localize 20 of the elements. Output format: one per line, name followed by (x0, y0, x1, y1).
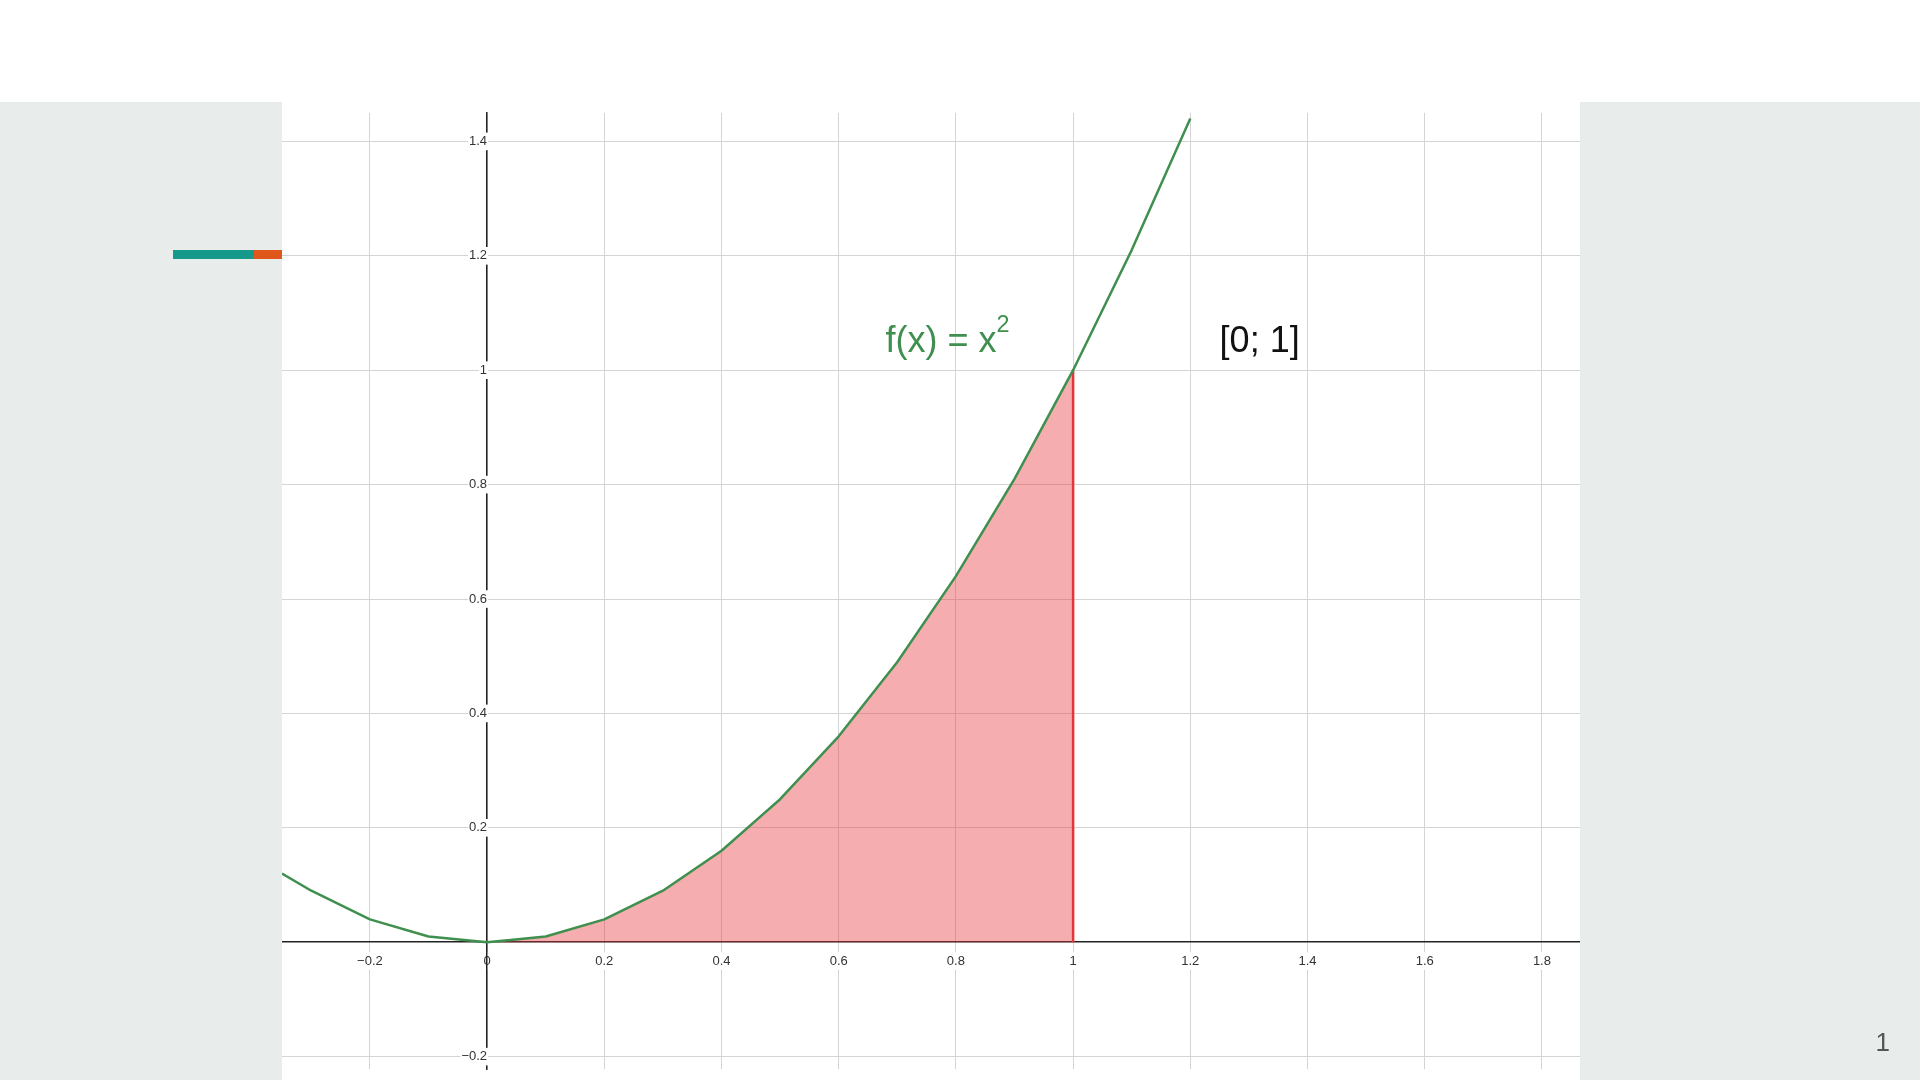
x-tick-label: 1.6 (1415, 952, 1434, 968)
y-tick-label: 0.6 (469, 590, 488, 606)
y-tick-label: 0.4 (469, 704, 488, 720)
x-tick-label: 0.6 (829, 952, 848, 968)
x-tick-label: 1.4 (1298, 952, 1317, 968)
x-tick-label: 0.8 (946, 952, 965, 968)
y-tick-label: 0.8 (469, 476, 488, 492)
x-tick-label: 1.8 (1532, 952, 1551, 968)
y-tick-label: 1.2 (469, 247, 488, 263)
y-tick-label: 1.4 (469, 132, 488, 148)
annotation: [0; 1] (1219, 318, 1300, 360)
x-tick-label: 0.2 (595, 952, 614, 968)
y-tick-label: 1 (479, 361, 488, 377)
x-tick-label: 0.4 (712, 952, 731, 968)
y-tick-label: 0.2 (469, 819, 488, 835)
x-tick-label: 1 (1069, 952, 1077, 968)
x-tick-label: 1.2 (1181, 952, 1200, 968)
text: 1 (1875, 1027, 1890, 1058)
x-tick-label: −0.2 (357, 952, 383, 968)
y-tick-label: −0.2 (461, 1048, 488, 1064)
